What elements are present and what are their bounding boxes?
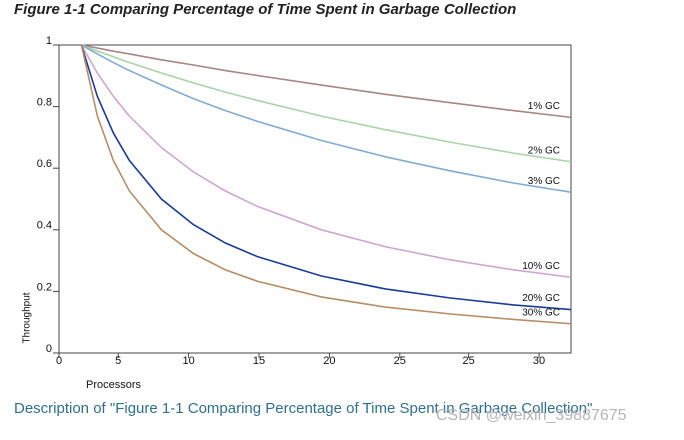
series-line	[81, 44, 572, 119]
series-label: 1% GC	[528, 101, 560, 112]
y-tick-label: 1	[46, 35, 52, 47]
y-tick-label: 0.6	[37, 158, 52, 170]
x-tick-label: 5	[115, 355, 121, 367]
y-tick-label: 0.8	[37, 97, 52, 109]
chart-title: Figure 1-1 Comparing Percentage of Time …	[14, 1, 516, 18]
plot-frame	[58, 44, 572, 354]
description-link[interactable]: Description of "Figure 1-1 Comparing Per…	[14, 400, 592, 417]
x-tick-label: 30	[533, 355, 545, 367]
x-tick-label: 0	[56, 355, 62, 367]
series-label: 10% GC	[522, 261, 560, 272]
series-label: 20% GC	[522, 293, 560, 304]
x-axis-label: Processors	[86, 379, 142, 391]
series-label: 2% GC	[528, 145, 560, 156]
series-line	[80, 44, 572, 279]
y-tick-label: 0.4	[37, 220, 52, 232]
x-tick-label: 20	[323, 355, 335, 367]
series-line	[80, 44, 572, 311]
series-line	[80, 44, 572, 325]
x-tick-label: 10	[182, 355, 194, 367]
series-line	[81, 44, 572, 194]
series-label: 3% GC	[528, 176, 560, 187]
x-tick-label: 25	[394, 355, 406, 367]
series-line	[81, 44, 572, 163]
y-tick-label: 0.2	[37, 281, 52, 293]
x-tick-label: 25	[462, 355, 474, 367]
x-tick-label: 15	[253, 355, 265, 367]
watermark: CSDN @weixin_39887675	[436, 407, 627, 424]
series-label: 30% GC	[522, 307, 560, 318]
y-axis-label: Throughput	[22, 292, 33, 343]
y-tick-label: 0	[46, 343, 52, 355]
